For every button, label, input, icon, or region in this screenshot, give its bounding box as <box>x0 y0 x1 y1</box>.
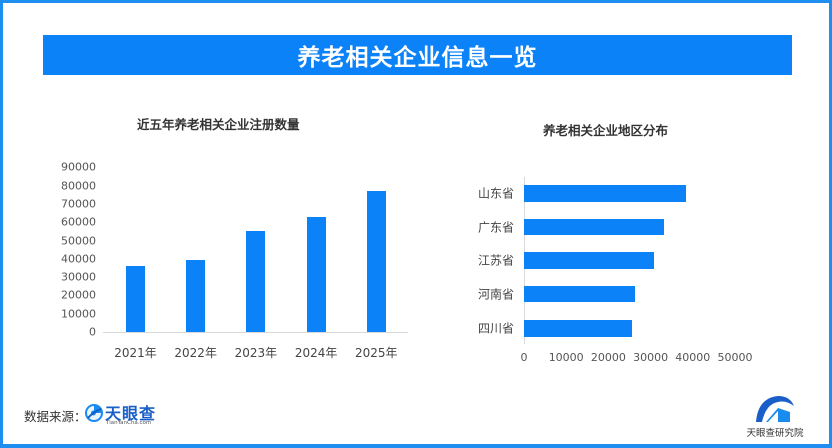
x-tick-label: 2025年 <box>355 346 398 360</box>
x-tick-label: 2024年 <box>294 346 338 360</box>
y-tick-label: 20000 <box>61 288 96 302</box>
y-tick-label: 40000 <box>61 252 96 266</box>
bar-2022年 <box>186 259 206 332</box>
tianyancha-logo: 天眼查 TianYanCha.com <box>84 400 164 430</box>
x-tick-label: 0 <box>520 351 528 364</box>
bar-河南省 <box>524 285 636 302</box>
y-tick-label: 0 <box>89 325 96 339</box>
tianyancha-logo-text: 天眼查 <box>105 404 157 423</box>
y-category-label: 江苏省 <box>477 253 514 268</box>
tianyancha-swirl-icon <box>85 404 103 422</box>
page-title-banner: 养老相关企业信息一览 <box>43 35 792 75</box>
institute-logo: 天眼查研究院 <box>740 388 810 439</box>
x-tick-label: 2021年 <box>114 346 157 360</box>
institute-building-icon <box>756 396 794 422</box>
x-tick-label: 40000 <box>675 351 711 364</box>
bar-2024年 <box>306 216 326 332</box>
y-tick-label: 70000 <box>61 197 96 211</box>
y-tick-label: 90000 <box>61 160 96 174</box>
bar-2021年 <box>126 266 145 332</box>
y-category-label: 河南省 <box>477 287 514 301</box>
x-tick-label: 20000 <box>590 351 626 364</box>
y-tick-label: 30000 <box>61 270 96 284</box>
y-tick-label: 10000 <box>61 307 96 321</box>
tianyancha-logo-url: TianYanCha.com <box>106 420 152 426</box>
x-tick-label: 50000 <box>717 351 753 364</box>
left-chart-x-axis-line <box>103 332 408 333</box>
y-tick-label: 80000 <box>61 179 96 193</box>
y-tick-label: 50000 <box>61 234 96 247</box>
y-tick-label: 60000 <box>61 215 96 229</box>
right-chart-title: 养老相关企业地区分布 <box>543 123 669 138</box>
bar-江苏省 <box>524 252 655 269</box>
x-tick-label: 10000 <box>548 351 584 364</box>
bar-山东省 <box>524 185 687 202</box>
x-tick-label: 2022年 <box>174 346 217 360</box>
y-category-label: 广东省 <box>477 220 514 234</box>
data-source-label: 数据来源： <box>24 409 87 424</box>
left-chart-title: 近五年养老相关企业注册数量 <box>137 117 300 132</box>
page-title: 养老相关企业信息一览 <box>297 45 538 71</box>
y-category-label: 四川省 <box>477 321 514 336</box>
bar-四川省 <box>524 320 633 337</box>
bar-2023年 <box>246 231 266 332</box>
x-tick-label: 2023年 <box>234 346 278 360</box>
bar-广东省 <box>524 218 665 235</box>
x-tick-label: 30000 <box>633 351 669 364</box>
institute-name: 天眼查研究院 <box>746 428 804 439</box>
y-category-label: 山东省 <box>477 186 514 201</box>
bar-2025年 <box>366 191 386 332</box>
